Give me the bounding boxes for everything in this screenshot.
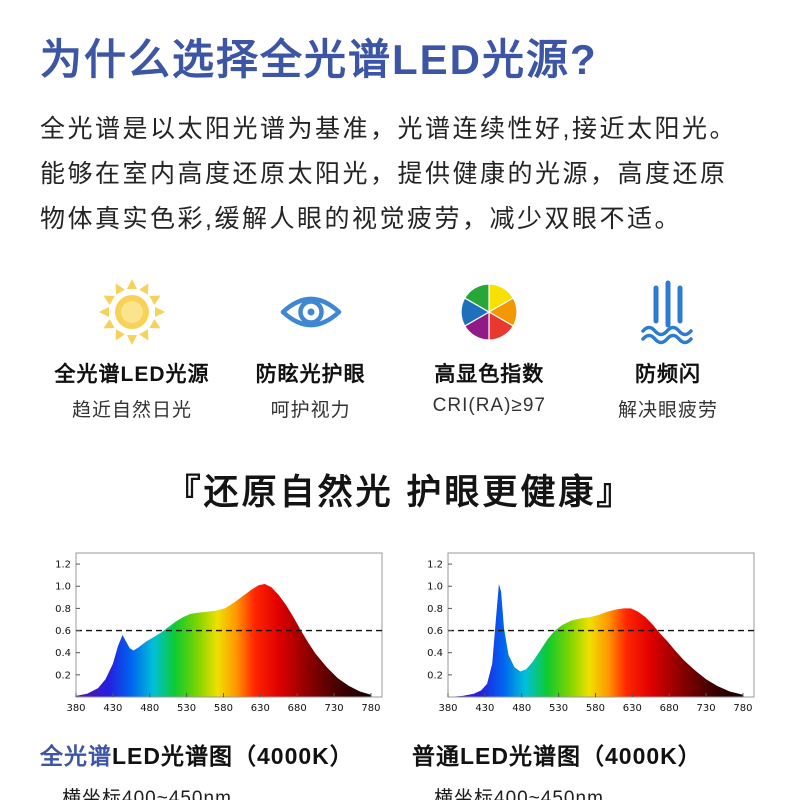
- normal-led-chart: 0.2 0.4 0.6 0.8 1.0 1.2 380 430 480 530 580 630 680 7…: [427, 552, 755, 714]
- description-line-2: 能够在室内高度还原太阳光，提供健康的光源，高度还原: [40, 160, 728, 188]
- feature-anti-flicker: 防频闪 解决眼疲劳: [582, 276, 754, 422]
- svg-text:0.2: 0.2: [427, 670, 443, 681]
- svg-text:0.4: 0.4: [55, 648, 71, 659]
- svg-text:0.6: 0.6: [427, 626, 443, 637]
- feature-subtitle: CRI(RA)≥97: [432, 395, 546, 416]
- feature-title: 高显色指数: [434, 363, 545, 386]
- svg-text:1.0: 1.0: [427, 582, 443, 593]
- caption-text: 普通LED光谱图（4000K）: [412, 743, 702, 769]
- full-spectrum-chart-notes: 横坐标400~450nm 纵坐标蓝光低于0.6无危害: [40, 783, 388, 800]
- charts-row: 0.2 0.4 0.6 0.8 1.0 1.2 380 430 480 530 580 630 680 7…: [40, 547, 760, 800]
- slogan: 『还原自然光 护眼更健康』: [165, 473, 635, 512]
- note-x-axis: 横坐标400~450nm: [434, 788, 604, 800]
- svg-text:530: 530: [177, 703, 196, 714]
- feature-subtitle: 呵护视力: [270, 400, 351, 421]
- svg-text:630: 630: [623, 703, 642, 714]
- feature-subtitle: 趋近自然日光: [71, 400, 192, 421]
- svg-text:430: 430: [103, 703, 122, 714]
- feature-title: 防眩光护眼: [255, 363, 366, 386]
- svg-text:1.0: 1.0: [55, 582, 71, 593]
- svg-text:580: 580: [214, 703, 233, 714]
- page-title: 为什么选择全光谱LED光源?: [40, 36, 598, 83]
- normal-led-chart-panel: 0.2 0.4 0.6 0.8 1.0 1.2 380 430 480 530 580 630 680 7…: [412, 547, 760, 800]
- svg-text:0.8: 0.8: [427, 604, 443, 615]
- svg-text:380: 380: [66, 703, 85, 714]
- feature-title: 全光谱LED光源: [54, 363, 210, 386]
- color-wheel-icon: [403, 276, 575, 348]
- feature-subtitle: 解决眼疲劳: [617, 400, 718, 421]
- svg-text:380: 380: [438, 703, 457, 714]
- feature-full-spectrum: 全光谱LED光源 趋近自然日光: [46, 276, 218, 422]
- eye-icon: [225, 276, 397, 348]
- svg-text:480: 480: [512, 703, 531, 714]
- full-spectrum-chart: 0.2 0.4 0.6 0.8 1.0 1.2 380 430 480 530 580 630 680 7…: [55, 552, 383, 714]
- note-x-axis: 横坐标400~450nm: [62, 788, 232, 800]
- description-line-3: 物体真实色彩,缓解人眼的视觉疲劳，减少双眼不适。: [40, 205, 682, 233]
- svg-text:780: 780: [733, 703, 752, 714]
- svg-text:0.6: 0.6: [55, 626, 71, 637]
- svg-text:480: 480: [140, 703, 159, 714]
- caption-text: LED光谱图（4000K）: [112, 743, 354, 769]
- anti-flicker-icon: [582, 276, 754, 348]
- svg-text:630: 630: [251, 703, 270, 714]
- svg-text:580: 580: [586, 703, 605, 714]
- full-spectrum-chart-caption: 全光谱LED光谱图（4000K）: [40, 737, 388, 771]
- svg-text:430: 430: [475, 703, 494, 714]
- svg-text:730: 730: [325, 703, 344, 714]
- feature-title: 防频闪: [634, 363, 701, 386]
- svg-text:680: 680: [288, 703, 307, 714]
- description: 全光谱是以太阳光谱为基准，光谱连续性好,接近太阳光。 能够在室内高度还原太阳光，…: [40, 107, 760, 242]
- svg-text:1.2: 1.2: [427, 560, 443, 571]
- svg-text:0.4: 0.4: [427, 648, 443, 659]
- normal-led-chart-notes: 横坐标400~450nm 纵坐标蓝光高于0.6危害大: [412, 783, 760, 800]
- svg-text:780: 780: [361, 703, 380, 714]
- svg-text:1.2: 1.2: [55, 560, 71, 571]
- description-line-1: 全光谱是以太阳光谱为基准，光谱连续性好,接近太阳光。: [40, 115, 737, 143]
- feature-anti-glare: 防眩光护眼 呵护视力: [225, 276, 397, 422]
- svg-text:730: 730: [697, 703, 716, 714]
- caption-highlight: 全光谱: [40, 743, 112, 769]
- sun-icon: [46, 276, 218, 348]
- svg-text:530: 530: [549, 703, 568, 714]
- normal-led-chart-caption: 普通LED光谱图（4000K）: [412, 737, 760, 771]
- feature-cri: 高显色指数 CRI(RA)≥97: [403, 276, 575, 422]
- full-spectrum-chart-panel: 0.2 0.4 0.6 0.8 1.0 1.2 380 430 480 530 580 630 680 7…: [40, 547, 388, 800]
- svg-text:0.8: 0.8: [55, 604, 71, 615]
- svg-text:0.2: 0.2: [55, 670, 71, 681]
- svg-text:680: 680: [660, 703, 679, 714]
- features-row: 全光谱LED光源 趋近自然日光 防眩光护眼 呵护视力: [40, 276, 760, 422]
